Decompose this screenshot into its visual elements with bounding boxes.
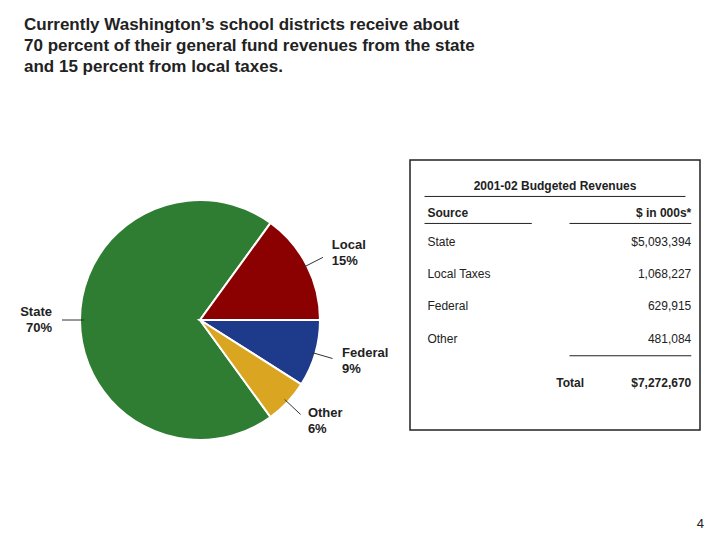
table-total-value: $7,272,670 (631, 376, 691, 390)
leader-line (285, 399, 301, 414)
slice-category: Other (308, 405, 343, 420)
table-cell: Federal (427, 299, 468, 313)
slice-category: State (20, 304, 52, 319)
chart: Currently Washington’s school districts … (0, 0, 720, 540)
table-cell: $5,093,394 (631, 235, 691, 249)
title: Currently Washington’s school districts … (24, 15, 475, 76)
slice-label: Local15% (332, 237, 366, 268)
title-line: Currently Washington’s school districts … (24, 15, 459, 34)
table-cell: Local Taxes (427, 267, 490, 281)
slice-label: State70% (20, 304, 52, 335)
page-number: 4 (697, 516, 704, 531)
leader-line (62, 320, 84, 321)
slice-category: Local (332, 237, 366, 252)
leader-line (311, 352, 332, 358)
title-line: and 15 percent from local taxes. (24, 57, 283, 76)
table-rule (570, 223, 692, 224)
slice-value: 9% (342, 361, 361, 376)
table: 2001-02 Budgeted Revenues Source $ in 000s… (410, 160, 700, 430)
pie (80, 200, 320, 440)
slice-value: 15% (332, 253, 358, 268)
table-rule (570, 355, 692, 356)
slice-value: 6% (308, 421, 327, 436)
slice-label: Federal9% (342, 345, 388, 376)
slice-category: Federal (342, 345, 388, 360)
table-cell: 1,068,227 (638, 267, 692, 281)
table-cell: Other (427, 332, 457, 346)
table-rule (425, 196, 686, 197)
title-line: 70 percent of their general fund revenue… (24, 36, 475, 55)
table-title: 2001-02 Budgeted Revenues (474, 179, 637, 193)
table-cell: State (427, 235, 455, 249)
table-header: Source (427, 206, 468, 220)
table-border (410, 160, 700, 430)
pie-slice (200, 320, 301, 417)
table-total-label: Total (556, 376, 584, 390)
pie-labels: State70% Local15% Federal9% Other6% (20, 237, 388, 437)
leader-line (303, 257, 323, 267)
slice-value: 70% (26, 320, 52, 335)
slice-label: Other6% (308, 405, 343, 436)
table-cell: 481,084 (648, 332, 692, 346)
table-header: $ in 000s* (636, 206, 692, 220)
table-rule (425, 223, 532, 224)
pie-slice (200, 223, 320, 320)
table-cell: 629,915 (648, 299, 692, 313)
